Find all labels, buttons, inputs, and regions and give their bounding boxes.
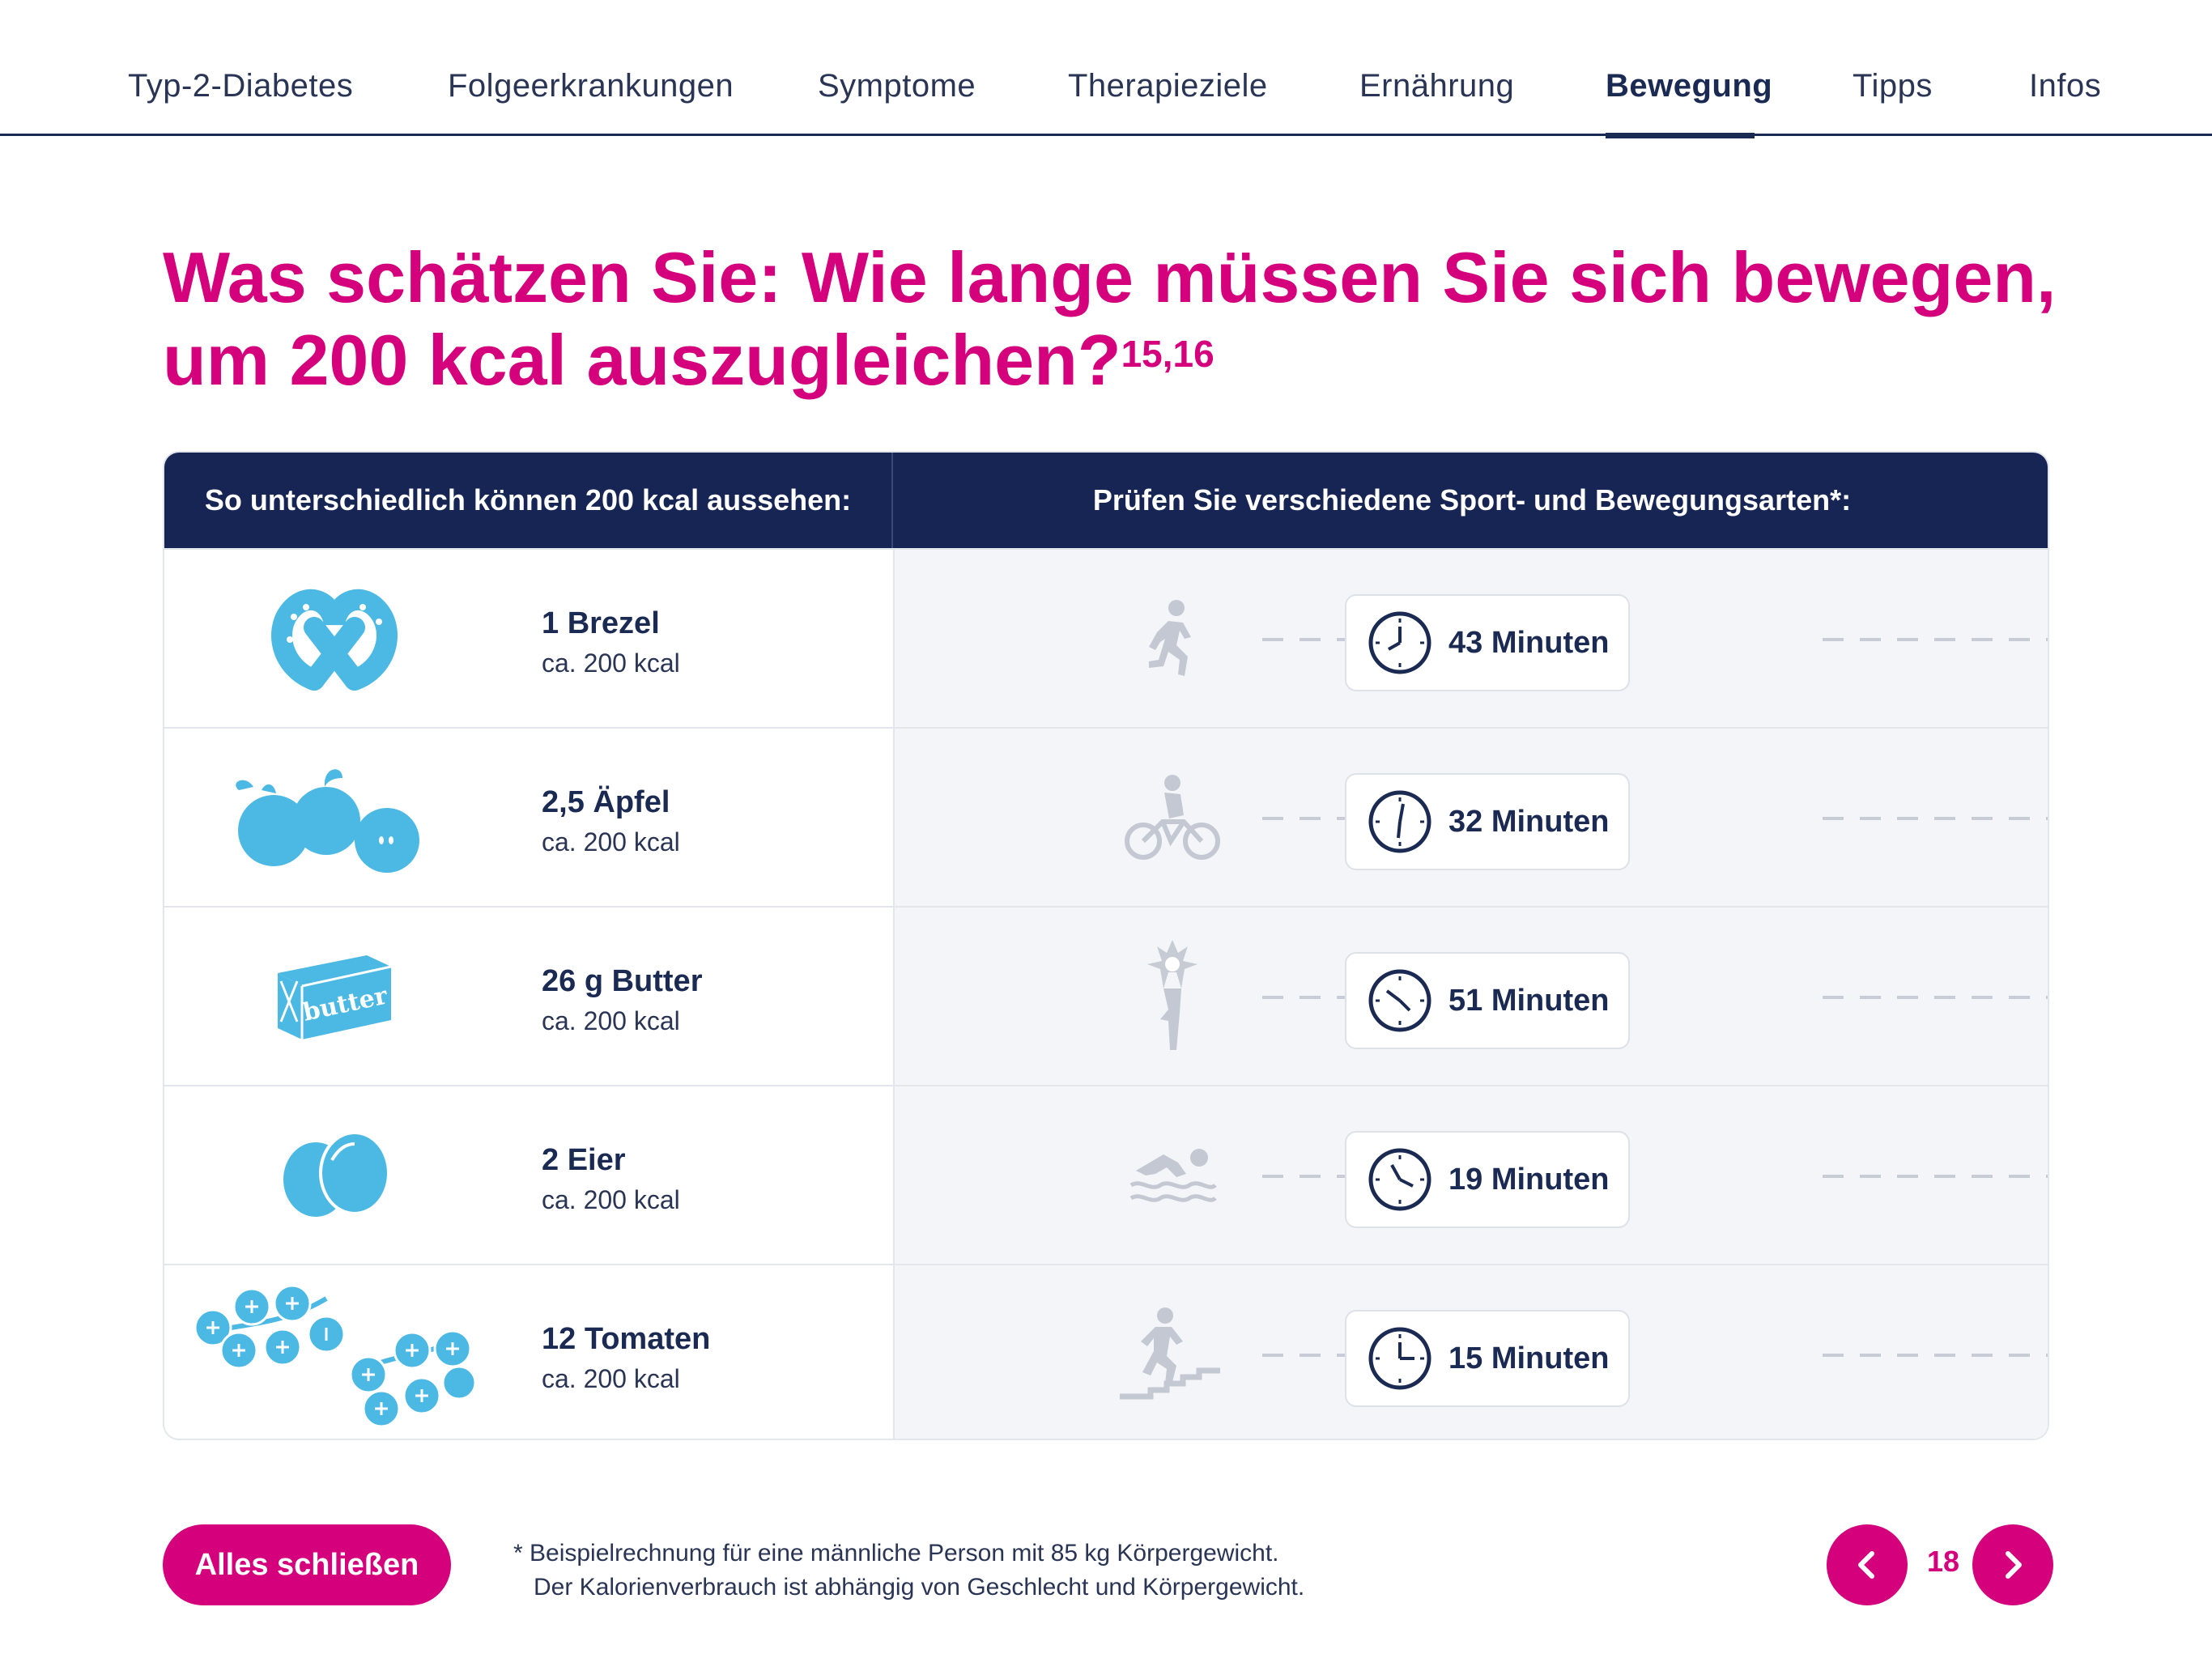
nav-item-ernaehrung[interactable]: Ernährung [1359,68,1515,104]
clock-icon [1368,611,1431,674]
tomatoes-icon [189,1265,480,1439]
page-title: Was schätzen Sie: Wie lange müssen Sie s… [163,236,2106,402]
yoga-icon [1120,940,1225,1053]
page-number: 18 [1926,1545,1960,1578]
clock-icon [1368,790,1431,853]
food-name: 2,5 Äpfel [542,785,670,819]
nav-item-infos[interactable]: Infos [2029,68,2102,104]
food-name: 1 Brezel [542,606,660,640]
table-row: 1 Brezel ca. 200 kcal 43 Minuten [164,548,2048,727]
duration-label: 15 Minuten [1448,1341,1610,1375]
duration-label: 43 Minuten [1448,625,1610,660]
pretzel-icon [197,550,472,729]
apples-icon [197,729,472,908]
butter-icon: butter [197,908,472,1086]
food-name: 2 Eier [542,1143,626,1177]
duration-label: 32 Minuten [1448,804,1610,839]
chevron-left-icon [1858,1551,1874,1579]
food-name: 26 g Butter [542,964,703,998]
food-kcal: ca. 200 kcal [542,1364,680,1393]
duration-label: 19 Minuten [1448,1162,1610,1197]
running-icon [1120,590,1225,687]
nav-item-symptome[interactable]: Symptome [818,68,976,104]
header-food: So unterschiedlich können 200 kcal ausse… [164,453,893,548]
stairs-icon [1110,1306,1231,1403]
clock-icon [1368,969,1431,1032]
table-row: 2,5 Äpfel ca. 200 kcal 32 Minuten [164,727,2048,906]
nav-item-typ-2-diabetes[interactable]: Typ-2-Diabetes [128,68,354,104]
previous-page-button[interactable] [1827,1524,1908,1605]
page-title-line-1: Was schätzen Sie: Wie lange müssen Sie s… [163,237,2057,317]
top-navigation: Typ-2-Diabetes Folgeerkrankungen Symptom… [0,0,2212,138]
duration-badge: 19 Minuten [1345,1131,1630,1228]
page-title-line-2: um 200 kcal auszugleichen? [163,320,1121,400]
duration-badge: 51 Minuten [1345,952,1630,1049]
cycling-icon [1120,769,1225,866]
active-tab-indicator [1606,133,1755,138]
duration-label: 51 Minuten [1448,983,1610,1018]
table-row: 2 Eier ca. 200 kcal 19 Minuten [164,1085,2048,1264]
header-activity: Prüfen Sie verschiedene Sport- und Beweg… [1092,483,1852,517]
comparison-table: So unterschiedlich können 200 kcal ausse… [163,451,2049,1440]
nav-item-bewegung[interactable]: Bewegung [1606,68,1773,104]
swimming-icon [1120,1127,1225,1224]
table-row: 12 Tomaten ca. 200 kcal 15 Minuten [164,1264,2048,1439]
nav-item-therapieziele[interactable]: Therapieziele [1068,68,1268,104]
nav-item-folgeerkrankungen[interactable]: Folgeerkrankungen [448,68,734,104]
reference-superscript: 15,16 [1121,333,1214,375]
footnote-line-1: * Beispielrechnung für eine männliche Pe… [513,1540,1279,1567]
clock-icon [1368,1148,1431,1211]
footnote-line-2: Der Kalorienverbrauch ist abhängig von G… [513,1574,1305,1601]
food-kcal: ca. 200 kcal [542,648,680,678]
food-kcal: ca. 200 kcal [542,1006,680,1035]
eggs-icon [197,1086,472,1265]
close-all-button[interactable]: Alles schließen [163,1524,451,1605]
next-page-button[interactable] [1972,1524,2053,1605]
chevron-right-icon [2006,1551,2022,1579]
duration-badge: 32 Minuten [1345,773,1630,870]
table-row: butter 26 g Butter ca. 200 kcal 51 Minut… [164,906,2048,1085]
table-header: So unterschiedlich können 200 kcal ausse… [164,453,2048,548]
duration-badge: 15 Minuten [1345,1310,1630,1407]
footnote: * Beispielrechnung für eine männliche Pe… [513,1537,1304,1605]
clock-icon [1368,1327,1431,1390]
duration-badge: 43 Minuten [1345,594,1630,691]
food-name: 12 Tomaten [542,1322,711,1356]
food-kcal: ca. 200 kcal [542,1185,680,1214]
food-kcal: ca. 200 kcal [542,827,680,857]
nav-item-tipps[interactable]: Tipps [1853,68,1933,104]
